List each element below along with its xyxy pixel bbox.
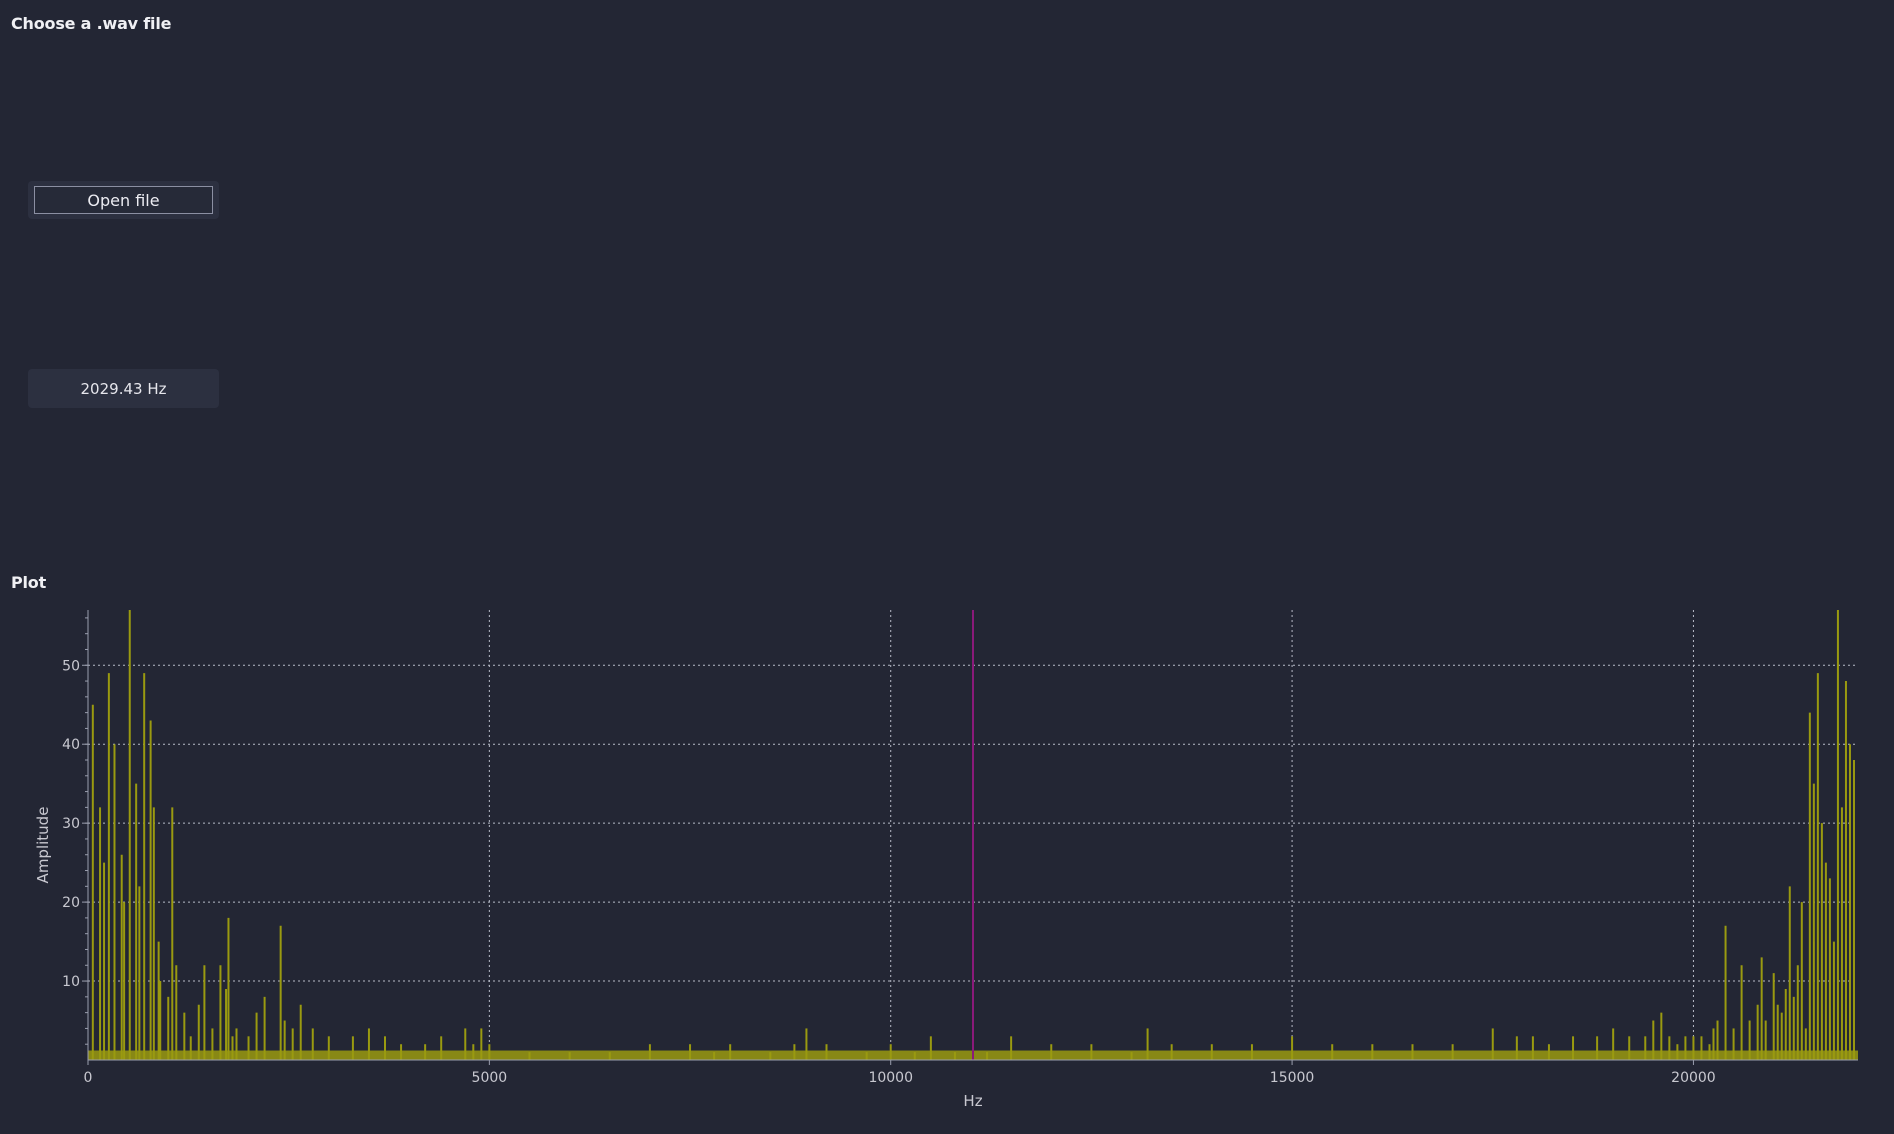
open-file-button-frame: Open file xyxy=(28,181,219,219)
y-tick-label: 20 xyxy=(62,895,80,911)
frequency-readout: 2029.43 Hz xyxy=(28,369,219,408)
y-axis-label: Amplitude xyxy=(34,807,52,884)
spectrum-plot[interactable]: 10 20 30 40 50 0 5000 10000 15000 20000 Hz Amplit… xyxy=(0,600,1894,1134)
x-tick-label: 15000 xyxy=(1270,1070,1315,1086)
y-tick-label: 50 xyxy=(62,658,80,674)
choose-file-heading: Choose a .wav file xyxy=(11,14,172,33)
y-tick-label: 10 xyxy=(62,974,80,990)
x-tick-label: 20000 xyxy=(1671,1070,1716,1086)
x-tick-label: 10000 xyxy=(868,1070,913,1086)
open-file-button[interactable]: Open file xyxy=(34,186,213,214)
axes: 10 20 30 40 50 0 5000 10000 15000 20000 xyxy=(62,610,1858,1086)
x-tick-label: 5000 xyxy=(472,1070,508,1086)
y-tick-label: 40 xyxy=(62,737,80,753)
x-axis-label: Hz xyxy=(963,1092,982,1110)
y-tick-label: 30 xyxy=(62,816,80,832)
x-tick-label: 0 xyxy=(84,1070,93,1086)
plot-heading: Plot xyxy=(11,573,47,592)
